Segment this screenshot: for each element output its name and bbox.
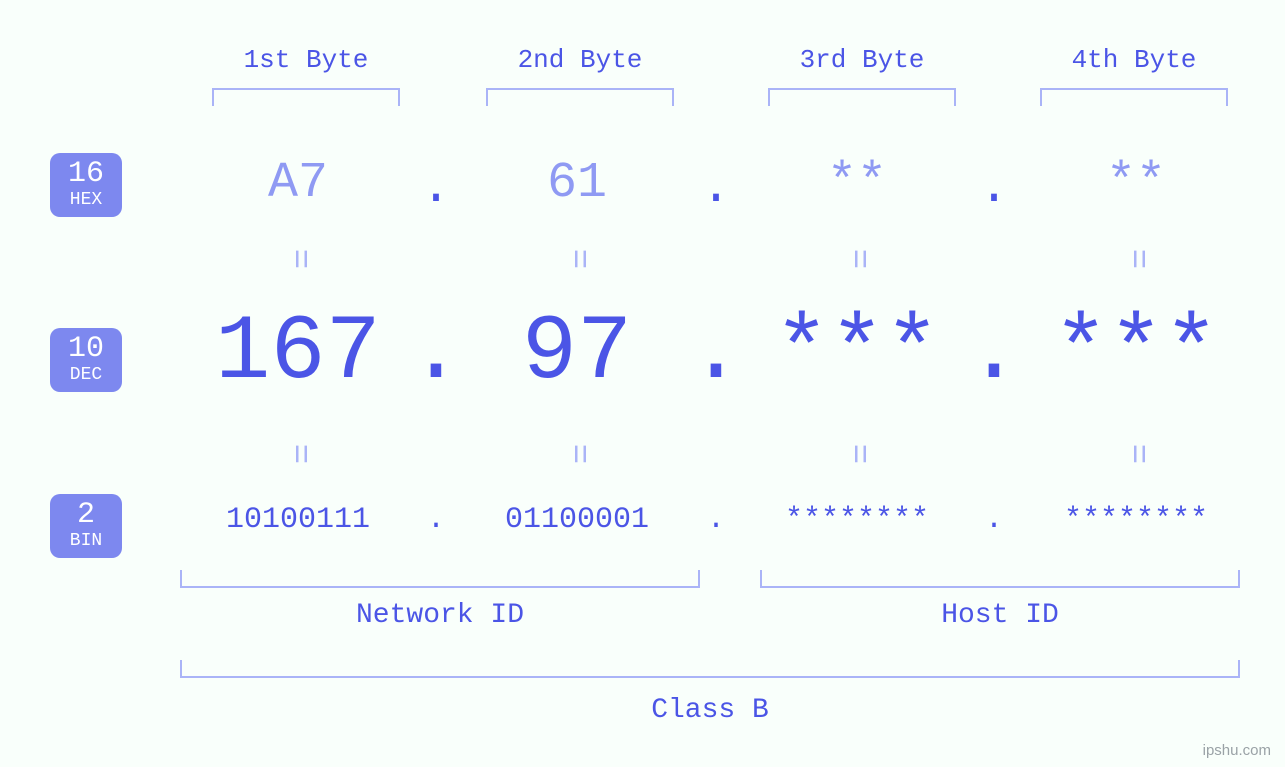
ip-diagram: 1st Byte 2nd Byte 3rd Byte 4th Byte 16 H…: [0, 0, 1285, 767]
eq-1-2: =: [558, 239, 596, 279]
eq-2-4: =: [1117, 434, 1155, 474]
bin-byte-4: ********: [1006, 503, 1266, 537]
bin-byte-1: 10100111: [168, 503, 428, 537]
bin-dot-3: .: [974, 503, 1014, 537]
eq-2-2: =: [558, 434, 596, 474]
network-bracket: [180, 570, 700, 588]
dec-byte-3: ***: [727, 300, 987, 405]
dec-byte-4: ***: [1006, 300, 1266, 405]
hex-dot-1: .: [416, 160, 456, 217]
byte-4-bracket: [1040, 88, 1228, 106]
dec-dot-3: .: [964, 300, 1024, 405]
dec-dot-2: .: [686, 300, 746, 405]
byte-2-label: 2nd Byte: [486, 45, 674, 75]
hex-byte-3: **: [757, 155, 957, 212]
eq-1-1: =: [279, 239, 317, 279]
hex-byte-4: **: [1036, 155, 1236, 212]
eq-1-4: =: [1117, 239, 1155, 279]
byte-4-label: 4th Byte: [1040, 45, 1228, 75]
bin-badge: 2 BIN: [50, 494, 122, 558]
byte-3-label: 3rd Byte: [768, 45, 956, 75]
eq-1-3: =: [838, 239, 876, 279]
network-id-label: Network ID: [180, 600, 700, 631]
host-bracket: [760, 570, 1240, 588]
byte-1-label: 1st Byte: [212, 45, 400, 75]
hex-base-num: 16: [50, 159, 122, 189]
hex-badge: 16 HEX: [50, 153, 122, 217]
byte-1-bracket: [212, 88, 400, 106]
dec-byte-2: 97: [447, 300, 707, 405]
hex-dot-2: .: [696, 160, 736, 217]
watermark: ipshu.com: [1203, 742, 1271, 759]
bin-dot-1: .: [416, 503, 456, 537]
byte-3-bracket: [768, 88, 956, 106]
bin-byte-2: 01100001: [447, 503, 707, 537]
dec-badge: 10 DEC: [50, 328, 122, 392]
bin-byte-3: ********: [727, 503, 987, 537]
eq-2-3: =: [838, 434, 876, 474]
class-label: Class B: [180, 695, 1240, 726]
dec-base-num: 10: [50, 334, 122, 364]
host-id-label: Host ID: [760, 600, 1240, 631]
class-bracket: [180, 660, 1240, 678]
dec-byte-1: 167: [168, 300, 428, 405]
hex-dot-3: .: [974, 160, 1014, 217]
bin-dot-2: .: [696, 503, 736, 537]
dec-base-txt: DEC: [50, 366, 122, 384]
hex-byte-2: 61: [477, 155, 677, 212]
hex-base-txt: HEX: [50, 191, 122, 209]
bin-base-num: 2: [50, 500, 122, 530]
dec-dot-1: .: [406, 300, 466, 405]
byte-2-bracket: [486, 88, 674, 106]
eq-2-1: =: [279, 434, 317, 474]
bin-base-txt: BIN: [50, 532, 122, 550]
hex-byte-1: A7: [198, 155, 398, 212]
